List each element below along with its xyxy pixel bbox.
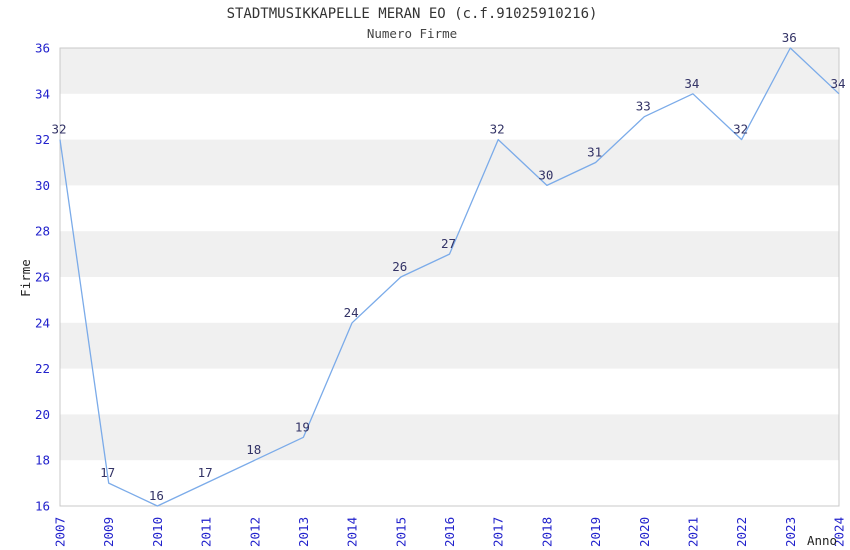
svg-text:2023: 2023 [783,517,798,547]
svg-text:26: 26 [392,259,407,274]
svg-text:2022: 2022 [734,517,749,547]
svg-text:2015: 2015 [393,517,408,547]
svg-text:22: 22 [35,361,50,376]
svg-text:24: 24 [344,305,359,320]
svg-text:2011: 2011 [199,517,214,547]
svg-text:32: 32 [490,122,505,137]
svg-text:2010: 2010 [150,517,165,547]
svg-text:18: 18 [246,442,261,457]
svg-text:30: 30 [35,178,50,193]
svg-text:2019: 2019 [588,517,603,547]
svg-text:2018: 2018 [539,517,554,547]
svg-text:18: 18 [35,453,50,468]
svg-text:2020: 2020 [637,517,652,547]
svg-text:2017: 2017 [491,517,506,547]
svg-text:2014: 2014 [345,517,360,547]
svg-text:2021: 2021 [685,517,700,547]
svg-text:32: 32 [35,132,50,147]
plot-border [59,47,840,507]
svg-text:34: 34 [35,86,50,101]
svg-text:33: 33 [636,99,651,114]
y-axis-tick-labels: 16 18 20 22 24 26 28 30 32 34 36 [35,41,50,514]
x-axis-tick-labels: 2007 2009 2010 2011 2012 2013 2014 2015 2016 2017… [53,517,847,547]
svg-text:17: 17 [100,465,115,480]
y-axis-title: Firme [18,259,33,297]
svg-text:2024: 2024 [832,517,847,547]
svg-text:36: 36 [782,30,797,45]
svg-text:2016: 2016 [442,517,457,547]
series-line [59,47,840,507]
svg-text:2009: 2009 [101,517,116,547]
svg-text:16: 16 [35,499,50,514]
svg-text:27: 27 [441,236,456,251]
svg-text:19: 19 [295,419,310,434]
svg-text:32: 32 [733,122,748,137]
svg-text:16: 16 [149,488,164,503]
svg-text:32: 32 [51,122,66,137]
svg-text:36: 36 [35,41,50,56]
svg-text:2013: 2013 [296,517,311,547]
svg-text:26: 26 [35,270,50,285]
svg-text:28: 28 [35,224,50,239]
svg-text:17: 17 [198,465,213,480]
svg-text:34: 34 [684,76,699,91]
svg-text:31: 31 [587,145,602,160]
svg-text:34: 34 [830,76,845,91]
data-point-labels: 32 17 16 17 18 19 24 26 27 32 30 31 33 34 32 36 34 [51,30,845,503]
svg-text:2012: 2012 [247,517,262,547]
svg-text:30: 30 [538,167,553,182]
svg-text:20: 20 [35,407,50,422]
svg-text:24: 24 [35,315,50,330]
svg-text:2007: 2007 [53,517,68,547]
x-axis-title: Anno [807,533,837,548]
